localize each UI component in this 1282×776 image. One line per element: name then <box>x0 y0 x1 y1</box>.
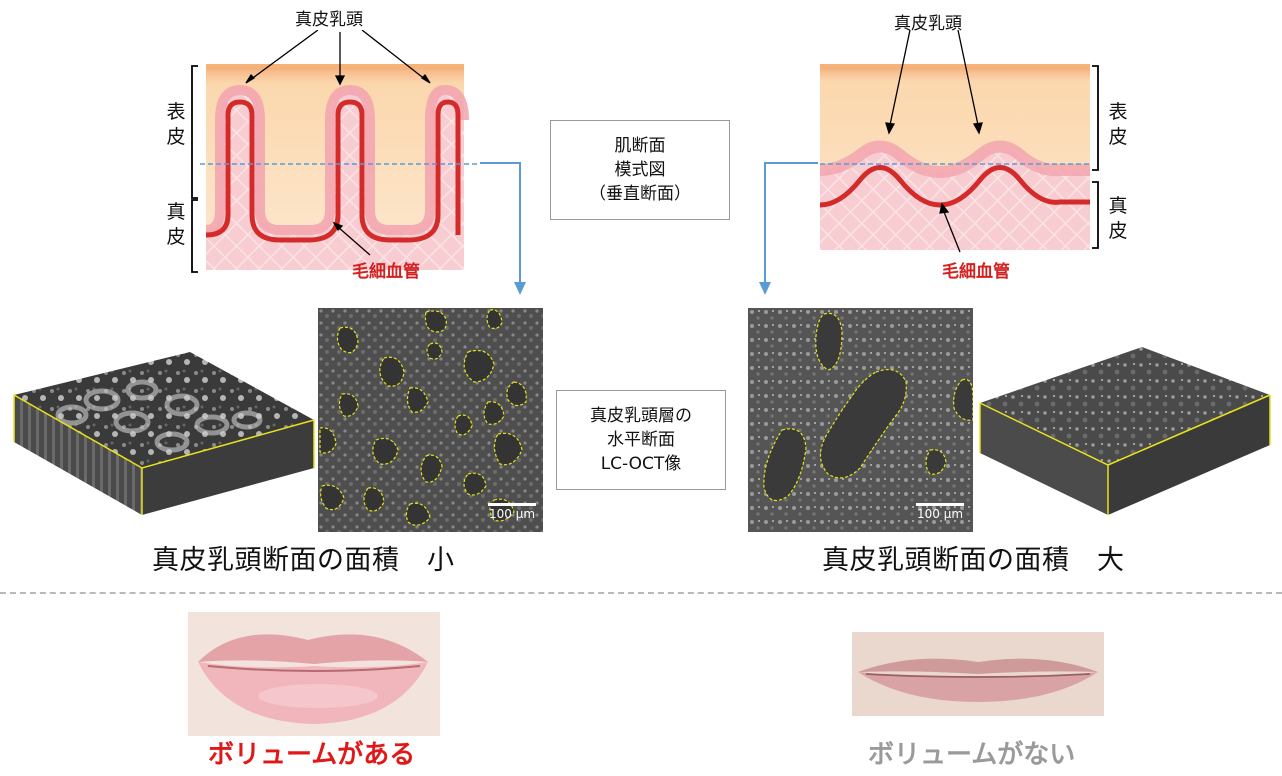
section-divider <box>0 592 1282 594</box>
caption-small-area: 真皮乳頭断面の面積 小 <box>152 545 455 576</box>
left-epidermis-bracket <box>191 65 198 199</box>
oct-legend-line-1: 真皮乳頭層の <box>590 406 692 426</box>
right-papilla-label: 真皮乳頭 <box>894 14 962 34</box>
volume-present-label: ボリュームがある <box>208 740 416 770</box>
left-stratum-corneum <box>206 64 464 70</box>
right-stratum-corneum <box>820 64 1090 70</box>
schematic-legend-line-1: 肌断面 <box>614 136 666 156</box>
lips-thin-photo <box>852 632 1104 716</box>
left-capillary <box>205 99 461 243</box>
right-capillary-label: 毛細血管 <box>942 262 1010 282</box>
oct-legend-line-2: 水平断面 <box>607 430 675 450</box>
right-dermis <box>820 146 1090 250</box>
right-oct-3d-volume <box>979 347 1271 515</box>
schematic-legend-line-2: 模式図 <box>614 160 666 180</box>
oct-legend-box: 真皮乳頭層の 水平断面 LC-OCT像 <box>556 390 726 490</box>
left-guide-arrow <box>480 162 526 295</box>
oct-legend-line-3: LC-OCT像 <box>600 454 682 474</box>
schematic-legend-box: 肌断面 模式図 （垂直断面） <box>550 120 730 220</box>
left-capillary-label: 毛細血管 <box>352 262 420 282</box>
left-dermis-label: 真 皮 <box>166 201 186 248</box>
left-oct-image: 100 μm <box>318 308 543 532</box>
right-scale-bar: 100 μm <box>916 503 964 520</box>
right-skin-schematic <box>819 30 1099 253</box>
left-epidermis-label: 表 皮 <box>166 101 186 148</box>
right-scale-bar-label: 100 μm <box>916 507 964 521</box>
left-oct-3d-volume <box>13 352 315 515</box>
right-oct-image: 100 μm <box>748 308 973 532</box>
right-capillary <box>819 165 1090 208</box>
right-guide-arrow <box>759 162 818 295</box>
left-dermis-bracket <box>191 199 198 273</box>
left-scale-bar-label: 100 μm <box>488 507 536 521</box>
left-skin-schematic <box>191 30 480 273</box>
caption-large-area: 真皮乳頭断面の面積 大 <box>822 545 1125 576</box>
lips-full-photo <box>188 612 440 736</box>
right-dermis-label: 真 皮 <box>1108 195 1128 242</box>
right-epidermis-bracket <box>1092 65 1099 171</box>
right-dermis-bracket <box>1092 181 1099 249</box>
left-papilla-label: 真皮乳頭 <box>295 10 363 30</box>
left-scale-bar: 100 μm <box>488 503 536 520</box>
schematic-legend-line-3: （垂直断面） <box>589 184 691 204</box>
right-epidermis-label: 表 皮 <box>1108 101 1128 148</box>
volume-absent-label: ボリュームがない <box>868 740 1076 770</box>
